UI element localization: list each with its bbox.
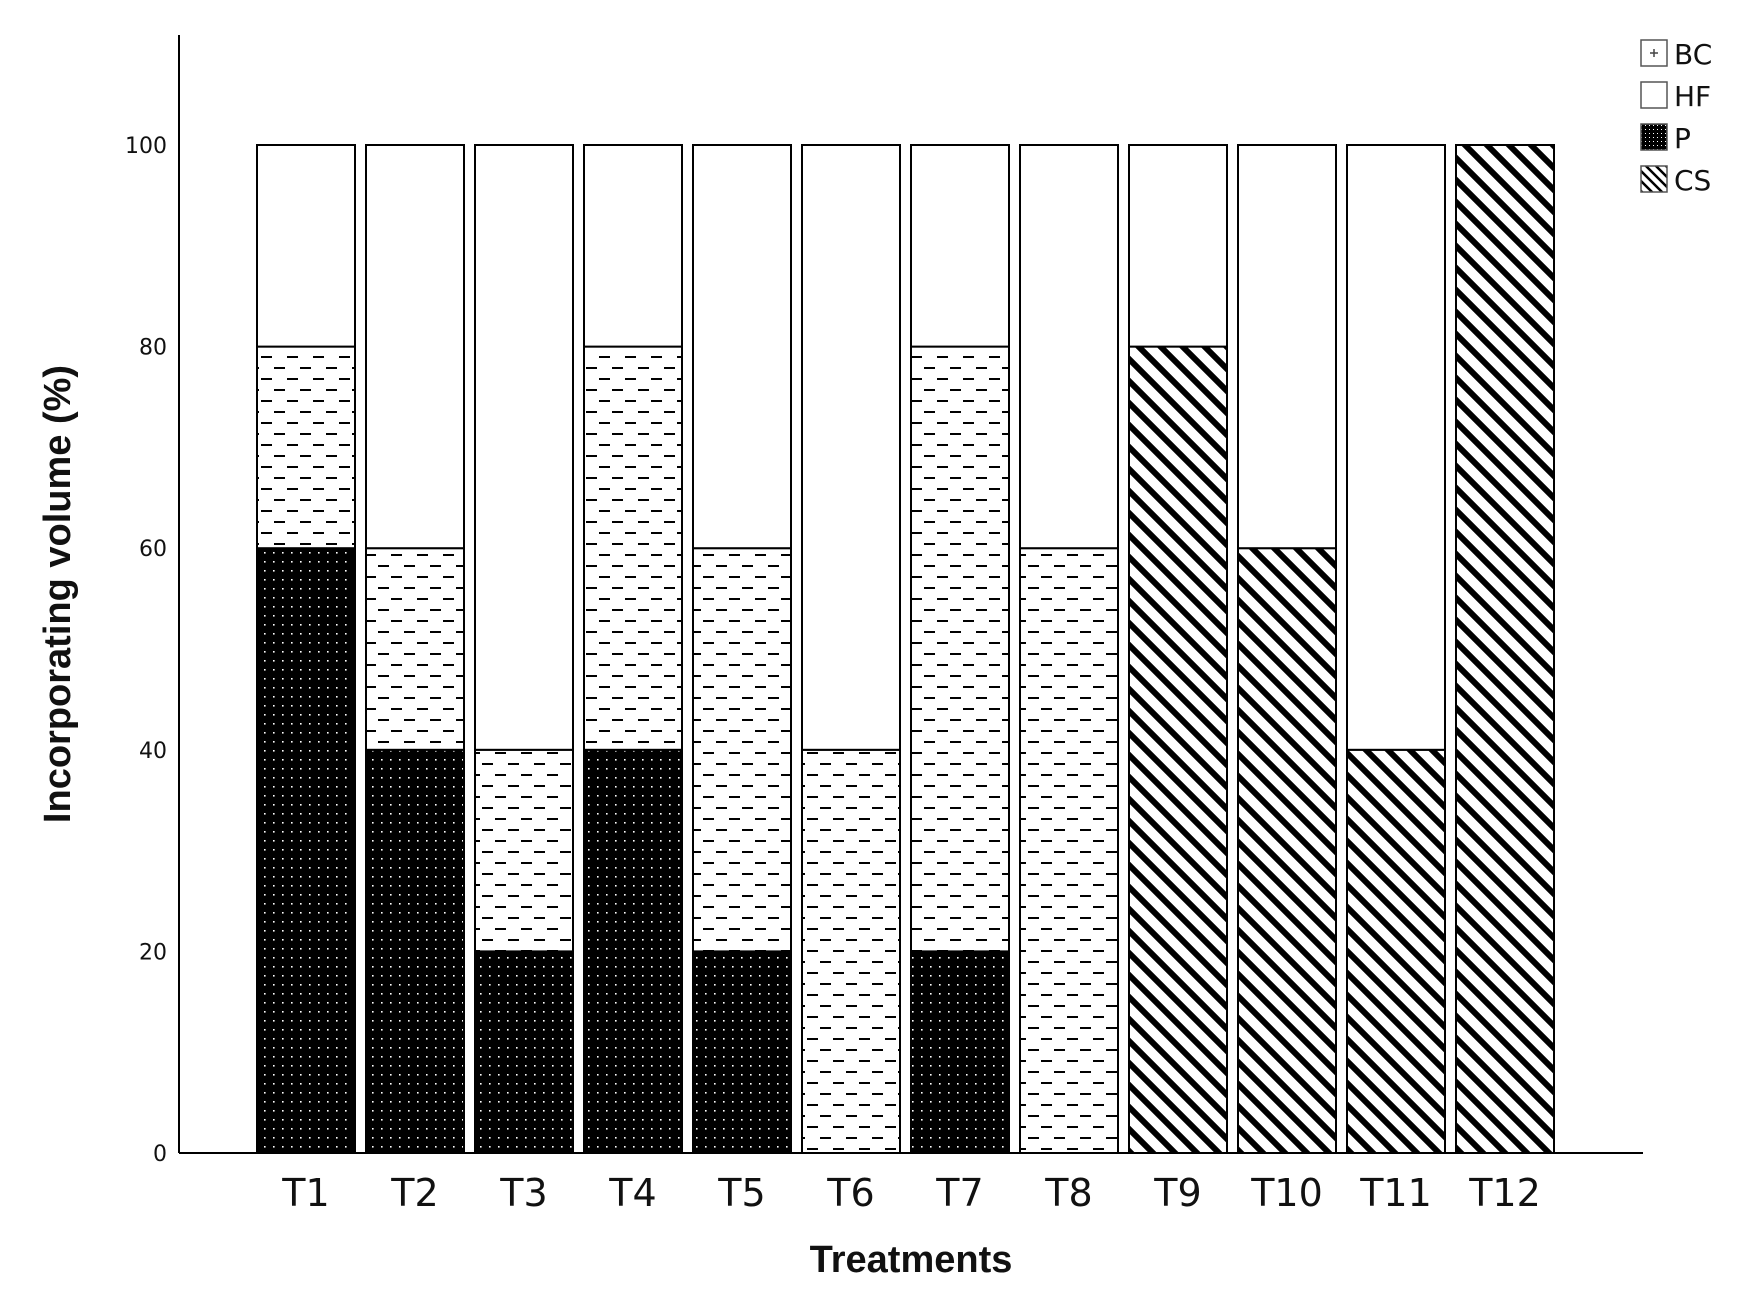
bar-t4-p <box>583 748 683 1154</box>
bar-stack-t7 <box>910 144 1010 1155</box>
bar-stack-t4 <box>583 144 683 1154</box>
bar-stack-t5 <box>692 144 792 1155</box>
bar-t7-p <box>910 950 1010 1155</box>
bar-t1-hf <box>256 345 356 550</box>
y-tick-label: 40 <box>139 739 167 764</box>
bar-t5-hf <box>692 547 792 953</box>
y-tick-labels: 0 20 40 60 80 100 <box>125 134 167 1167</box>
bar-t4-bc <box>583 144 683 348</box>
legend-label-bc: BC <box>1674 38 1712 71</box>
bar-stack-t10 <box>1237 144 1337 1154</box>
y-tick-label: 0 <box>153 1142 167 1167</box>
y-tick-label: 80 <box>139 336 167 361</box>
x-tick-label: T11 <box>1359 1171 1432 1215</box>
bar-t2-bc <box>365 144 465 550</box>
bar-stack-t12 <box>1455 144 1555 1154</box>
bar-stack-t8 <box>1019 144 1119 1154</box>
y-tick-label: 60 <box>139 537 167 562</box>
legend: BC HF P CS <box>1640 38 1712 197</box>
bar-t3-bc <box>474 144 574 751</box>
bar-t9-bc <box>1128 144 1228 348</box>
x-tick-label: T5 <box>717 1171 765 1215</box>
bar-t3-p <box>474 950 574 1155</box>
x-tick-label: T10 <box>1250 1171 1323 1215</box>
bar-stack-t11 <box>1346 144 1446 1154</box>
bar-t4-hf <box>583 345 683 751</box>
bar-t10-bc <box>1237 144 1337 550</box>
bar-t10-cs <box>1237 547 1337 1154</box>
x-tick-label: T4 <box>608 1171 656 1215</box>
x-axis-title: Treatments <box>810 1239 1013 1281</box>
bar-stack-t1 <box>256 144 356 1154</box>
bar-t11-cs <box>1346 748 1446 1154</box>
bar-stack-t2 <box>365 144 465 1154</box>
legend-label-hf: HF <box>1674 80 1711 113</box>
x-tick-label: T3 <box>499 1171 547 1215</box>
x-tick-label: T7 <box>935 1171 983 1215</box>
x-tick-labels: T1 T2 T3 T4 T5 T6 T7 T8 T9 T10 T11 T12 <box>281 1171 1540 1215</box>
y-axis-title: Incorporating volume (%) <box>37 365 79 823</box>
legend-swatch-cs <box>1640 165 1668 193</box>
bar-t7-hf <box>910 345 1010 953</box>
bar-t8-bc <box>1019 144 1119 550</box>
x-tick-label: T12 <box>1468 1171 1541 1215</box>
bar-stack-t9 <box>1128 144 1228 1155</box>
x-tick-label: T2 <box>390 1171 438 1215</box>
bar-t5-p <box>692 950 792 1155</box>
bar-t1-p <box>256 547 356 1154</box>
bar-t8-hf <box>1019 547 1119 1154</box>
x-tick-label: T6 <box>826 1171 874 1215</box>
y-tick-label: 100 <box>125 134 167 159</box>
bar-t6-bc <box>801 144 901 751</box>
legend-label-p: P <box>1674 122 1691 155</box>
bar-stack-t3 <box>474 144 574 1155</box>
bar-t2-hf <box>365 547 465 751</box>
bar-t1-bc <box>256 144 356 348</box>
x-tick-label: T1 <box>281 1171 329 1215</box>
legend-label-cs: CS <box>1674 164 1711 197</box>
x-tick-label: T8 <box>1044 1171 1092 1215</box>
axes <box>178 35 1643 1154</box>
bar-t3-hf <box>474 748 574 953</box>
bars-layer <box>256 144 1555 1155</box>
bar-t6-hf <box>801 748 901 1154</box>
y-tick-label: 20 <box>139 940 167 965</box>
bar-t11-bc <box>1346 144 1446 751</box>
bar-stack-t6 <box>801 144 901 1154</box>
legend-swatch-hf-mark <box>1650 49 1658 57</box>
bar-t2-p <box>365 748 465 1154</box>
bar-t12-cs <box>1455 144 1555 1154</box>
bar-t9-cs <box>1128 345 1228 1155</box>
legend-swatch-hf <box>1640 81 1668 109</box>
bar-t7-bc <box>910 144 1010 348</box>
x-tick-label: T9 <box>1153 1171 1201 1215</box>
bar-t5-bc <box>692 144 792 550</box>
legend-swatch-p <box>1640 123 1668 151</box>
